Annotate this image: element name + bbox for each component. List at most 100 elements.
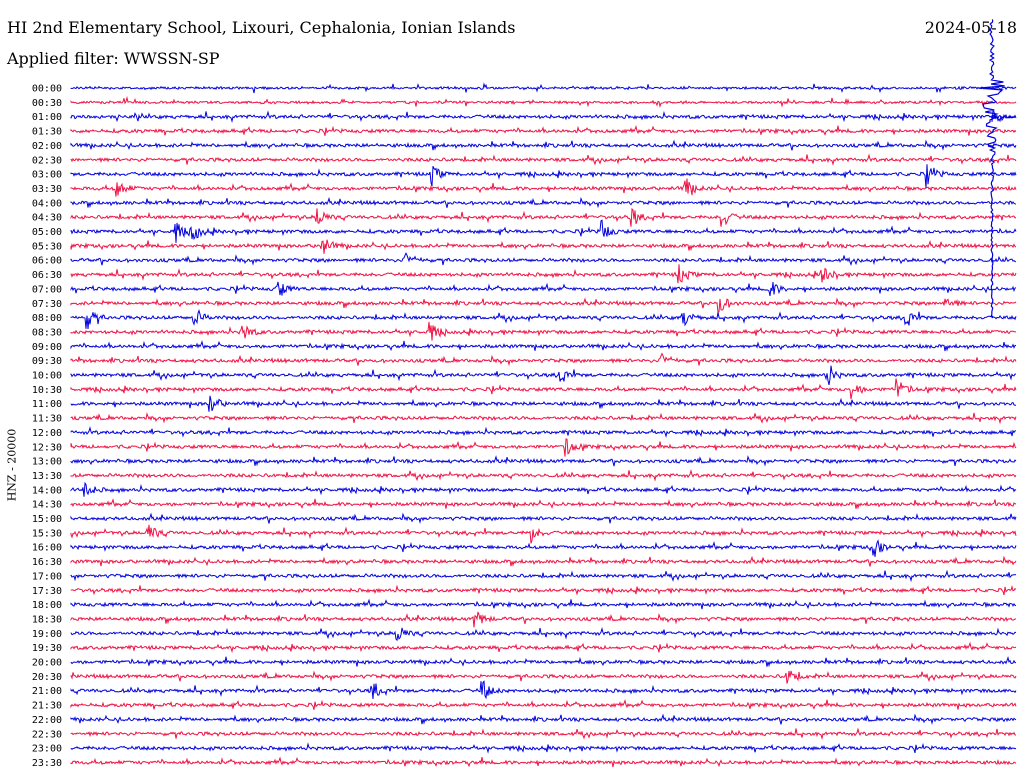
- trace-line: [70, 455, 1017, 467]
- time-tick-label: 07:30: [32, 299, 62, 310]
- trace-line: [70, 626, 1017, 642]
- time-tick-label: 23:30: [32, 758, 62, 769]
- time-tick-label: 08:00: [32, 313, 62, 324]
- trace-line: [70, 727, 1017, 741]
- time-tick-label: 17:00: [32, 571, 62, 582]
- trace-line: [70, 139, 1017, 151]
- time-tick-label: 14:00: [32, 485, 62, 496]
- time-tick-label: 01:30: [32, 127, 62, 138]
- trace-line: [70, 512, 1017, 524]
- trace-line: [70, 281, 1017, 296]
- trace-line: [70, 378, 1017, 400]
- time-tick-label: 16:30: [32, 557, 62, 568]
- trace-line: [70, 264, 1017, 284]
- trace-line: [70, 110, 1017, 124]
- time-tick-label: 13:30: [32, 471, 62, 482]
- time-tick-label: 18:00: [32, 600, 62, 611]
- time-tick-label: 04:30: [32, 213, 62, 224]
- time-tick-label: 02:30: [32, 155, 62, 166]
- time-tick-label: 19:00: [32, 629, 62, 640]
- time-tick-label: 11:30: [32, 414, 62, 425]
- trace-line: [70, 164, 1017, 189]
- trace-line: [70, 569, 1017, 583]
- trace-line: [70, 656, 1017, 668]
- time-tick-label: 10:00: [32, 371, 62, 382]
- time-tick-label: 20:30: [32, 672, 62, 683]
- time-tick-label: 12:00: [32, 428, 62, 439]
- time-tick-label: 18:30: [32, 614, 62, 625]
- trace-line: [70, 611, 1016, 628]
- time-tick-label: 21:00: [32, 686, 62, 697]
- trace-line: [70, 82, 1017, 94]
- trace-line: [70, 670, 1017, 684]
- time-tick-label: 08:30: [32, 327, 62, 338]
- trace-line: [70, 95, 1017, 109]
- trace-line: [70, 756, 1017, 768]
- trace-line: [70, 207, 1017, 227]
- time-tick-label: 15:30: [32, 528, 62, 539]
- time-tick-label: 20:00: [32, 658, 62, 669]
- trace-line: [70, 742, 1017, 754]
- trace-line: [70, 412, 1017, 425]
- time-tick-label: 05:00: [32, 227, 62, 238]
- time-tick-label: 00:00: [32, 84, 62, 95]
- time-tick-label: 12:30: [32, 442, 62, 453]
- trace-line: [70, 297, 1017, 313]
- time-tick-label: 10:30: [32, 385, 62, 396]
- time-tick-label: 09:00: [32, 342, 62, 353]
- time-tick-label: 09:30: [32, 356, 62, 367]
- time-tick-label: 21:30: [32, 701, 62, 712]
- time-tick-label: 11:00: [32, 399, 62, 410]
- time-tick-label: 16:00: [32, 543, 62, 554]
- trace-line: [70, 524, 1017, 544]
- trace-line: [70, 178, 1017, 197]
- trace-line: [70, 196, 1017, 209]
- trace-line: [70, 321, 1017, 341]
- time-tick-label: 17:30: [32, 586, 62, 597]
- trace-line: [70, 352, 1017, 367]
- trace-line: [70, 680, 1017, 700]
- trace-line: [70, 219, 1017, 243]
- filter-label: Applied filter: WWSSN-SP: [7, 49, 220, 68]
- trace-line: [70, 252, 1017, 267]
- trace-line: [70, 365, 1017, 386]
- time-tick-label: 13:00: [32, 457, 62, 468]
- time-tick-label: 05:30: [32, 241, 62, 252]
- time-tick-label: 03:00: [32, 170, 62, 181]
- major-event-burst: [991, 110, 1016, 123]
- trace-line: [70, 555, 1017, 567]
- trace-line: [70, 438, 1017, 457]
- trace-line: [70, 713, 1017, 725]
- trace-line: [70, 469, 1017, 482]
- time-tick-label: 14:30: [32, 500, 62, 511]
- trace-line: [70, 498, 1017, 510]
- time-tick-label: 22:00: [32, 715, 62, 726]
- time-tick-label: 23:00: [32, 744, 62, 755]
- trace-line: [70, 539, 1017, 557]
- trace-line: [70, 239, 1017, 254]
- trace-line: [70, 308, 1017, 330]
- time-tick-label: 01:00: [32, 112, 62, 123]
- trace-line: [70, 340, 1017, 352]
- major-event-trace: [979, 19, 1005, 319]
- time-tick-label: 22:30: [32, 729, 62, 740]
- trace-line: [70, 153, 1017, 167]
- time-tick-label: 06:30: [32, 270, 62, 281]
- trace-line: [70, 481, 1017, 497]
- trace-line: [70, 426, 1017, 439]
- trace-line: [70, 584, 1017, 596]
- time-tick-label: 06:00: [32, 256, 62, 267]
- trace-line: [70, 699, 1017, 710]
- trace-line: [70, 641, 1017, 654]
- trace-line: [70, 598, 1017, 610]
- time-tick-label: 07:00: [32, 284, 62, 295]
- time-tick-label: 02:00: [32, 141, 62, 152]
- time-tick-label: 03:30: [32, 184, 62, 195]
- time-tick-label: 04:00: [32, 198, 62, 209]
- time-tick-label: 00:30: [32, 98, 62, 109]
- trace-line: [70, 125, 1017, 136]
- trace-line: [70, 395, 1017, 412]
- time-tick-label: 15:00: [32, 514, 62, 525]
- date-label: 2024-05-18: [924, 18, 1017, 37]
